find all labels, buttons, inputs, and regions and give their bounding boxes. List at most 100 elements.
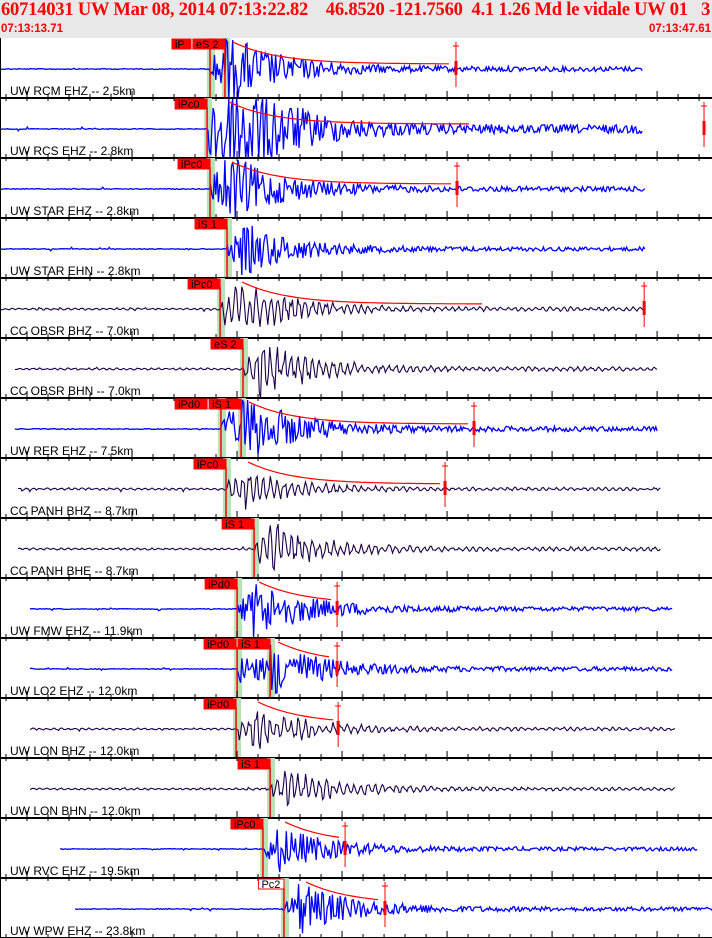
pick-label: iPc0: [181, 159, 202, 171]
amplitude-marker-bar: [335, 661, 339, 675]
waveform: [29, 771, 676, 807]
pick-label-box[interactable]: [237, 758, 271, 770]
trace-row[interactable]: iP eS 2 UW RCM EHZ -- 2.5km: [0, 38, 712, 101]
amplitude-marker-bar: [335, 601, 339, 615]
trace-row[interactable]: iS 1 UW STAR EHN -- 2.8km: [0, 218, 712, 281]
trace-row[interactable]: eS 2 CC OBSR BHN -- 7.0km: [0, 338, 712, 401]
pick-window: [234, 638, 243, 698]
pick-window: [259, 818, 268, 878]
pick-label: iS 1: [241, 759, 260, 771]
waveform: [0, 159, 646, 219]
station-label: CC OBSR BHN -- 7.0km: [10, 384, 141, 398]
amplitude-marker-bar: [642, 301, 646, 315]
amplitude-marker-bar: [454, 61, 458, 75]
pick-label: iPd0: [208, 579, 230, 591]
station-label: UW RCM EHZ -- 2.5km: [10, 84, 135, 98]
trace-row[interactable]: iPc0 CC PANH BHZ -- 8.7km: [0, 458, 712, 521]
pick-label-box[interactable]: [193, 458, 227, 470]
pick-label-box[interactable]: [230, 818, 264, 830]
pick-label-box[interactable]: [210, 338, 244, 350]
pick-label-box[interactable]: [194, 218, 228, 230]
pick-label-box[interactable]: [177, 158, 211, 170]
pick-label: eS 2: [214, 339, 237, 351]
coda-fit-curve: [305, 881, 379, 901]
pick-label-box[interactable]: [203, 638, 237, 650]
pick-label: iPc0: [178, 99, 199, 111]
trace-row[interactable]: Pc2 UW WPW EHZ -- 23.8km: [0, 878, 712, 938]
waveform: [75, 884, 712, 934]
station-label: UW LON BHZ -- 12.0km: [10, 744, 139, 758]
station-label: UW STAR EHZ -- 2.8km: [10, 204, 139, 218]
pick-label-box[interactable]: [257, 878, 285, 890]
coda-fit-curve: [248, 401, 469, 425]
trace-row[interactable]: iPc0 CC OBSR BHZ -- 7.0km: [0, 278, 712, 341]
pick-label-box[interactable]: [237, 638, 271, 650]
amplitude-marker-bar: [443, 481, 447, 495]
coda-fit-curve: [241, 281, 483, 305]
pick-label-box[interactable]: [174, 98, 208, 110]
pick-label: eS 2: [196, 39, 219, 51]
pick-label-box[interactable]: [203, 698, 237, 710]
coda-fit-curve: [277, 641, 330, 658]
pick-label: iS 1: [241, 639, 260, 651]
pick-label: Pc2: [261, 879, 280, 891]
station-label: UW LO2 EHZ -- 12.0km: [10, 684, 137, 698]
waveform: [18, 474, 661, 510]
event-title: 60714031 UW Mar 08, 2014 07:13:22.82 46.…: [1, 0, 711, 20]
trace-row[interactable]: iPd0 UW FMW EHZ -- 11.9km: [0, 578, 712, 641]
pick-window: [267, 758, 276, 818]
pick-label: iS 1: [225, 519, 244, 531]
event-header: 60714031 UW Mar 08, 2014 07:13:22.82 46.…: [0, 0, 712, 38]
trace-row[interactable]: iPd0 UW LON BHZ -- 12.0km: [0, 698, 712, 761]
pick-label-box[interactable]: [171, 38, 192, 50]
trace-row[interactable]: iPc0 UW STAR EHZ -- 2.8km: [0, 158, 712, 221]
start-time-label: 07:13:13.71: [1, 23, 64, 35]
pick-label: iPd0: [207, 639, 229, 651]
amplitude-marker-bar: [472, 421, 476, 435]
pick-label-box[interactable]: [204, 578, 238, 590]
coda-fit-curve: [257, 701, 334, 721]
pick-label-box[interactable]: [174, 398, 208, 410]
seismogram-panel[interactable]: iP eS 2 UW RCM EHZ -- 2.5km iPc0 UW RCS EHZ …: [0, 38, 712, 938]
trace-row[interactable]: iPc0 UW RVC EHZ -- 19.5km: [0, 818, 712, 881]
waveform: [0, 98, 643, 160]
station-label: UW LON BHN -- 12.0km: [10, 804, 141, 818]
waveform: [0, 225, 646, 276]
coda-fit-curve: [228, 101, 470, 125]
amplitude-marker-bar: [455, 181, 459, 195]
pick-window: [238, 398, 247, 458]
pick-window: [204, 98, 213, 158]
trace-row[interactable]: iPd0 iS 1 UW RER EHZ -- 7.5km: [0, 398, 712, 461]
station-label: CC OBSR BHZ -- 7.0km: [10, 324, 139, 338]
coda-fit-curve: [247, 461, 440, 485]
station-label: UW RCS EHZ -- 2.8km: [10, 144, 133, 158]
pick-window: [221, 38, 230, 98]
pick-label-box[interactable]: [208, 398, 242, 410]
pick-label-box[interactable]: [221, 518, 255, 530]
waveform: [29, 711, 676, 749]
waveform: [29, 584, 673, 638]
pick-label: iPc0: [234, 819, 255, 831]
pick-window: [240, 338, 249, 398]
pick-window: [217, 398, 226, 458]
pick-label-box[interactable]: [187, 278, 221, 290]
waveform: [17, 523, 661, 572]
coda-fit-curve: [258, 581, 332, 601]
station-label: UW RVC EHZ -- 19.5km: [10, 864, 140, 878]
waveform: [0, 286, 646, 327]
station-label: UW RER EHZ -- 7.5km: [10, 444, 133, 458]
trace-row[interactable]: iPd0 iS 1 UW LO2 EHZ -- 12.0km: [0, 638, 712, 701]
coda-fit-curve: [232, 41, 449, 65]
coda-fit-curve: [231, 161, 451, 185]
pick-label: iPc0: [191, 279, 212, 291]
trace-row[interactable]: iPc0 UW RCS EHZ -- 2.8km: [0, 98, 712, 161]
station-label: UW FMW EHZ -- 11.9km: [10, 624, 142, 638]
pick-label-box[interactable]: [192, 38, 226, 50]
waveform: [29, 644, 673, 694]
pick-label: iPd0: [178, 399, 200, 411]
trace-row[interactable]: iS 1 UW LON BHN -- 12.0km: [0, 758, 712, 821]
station-label: UW STAR EHN -- 2.8km: [10, 264, 140, 278]
waveform: [14, 399, 658, 455]
trace-row[interactable]: iS 1 CC PANH BHE -- 8.7km: [0, 518, 712, 581]
amplitude-marker-bar: [702, 121, 706, 135]
